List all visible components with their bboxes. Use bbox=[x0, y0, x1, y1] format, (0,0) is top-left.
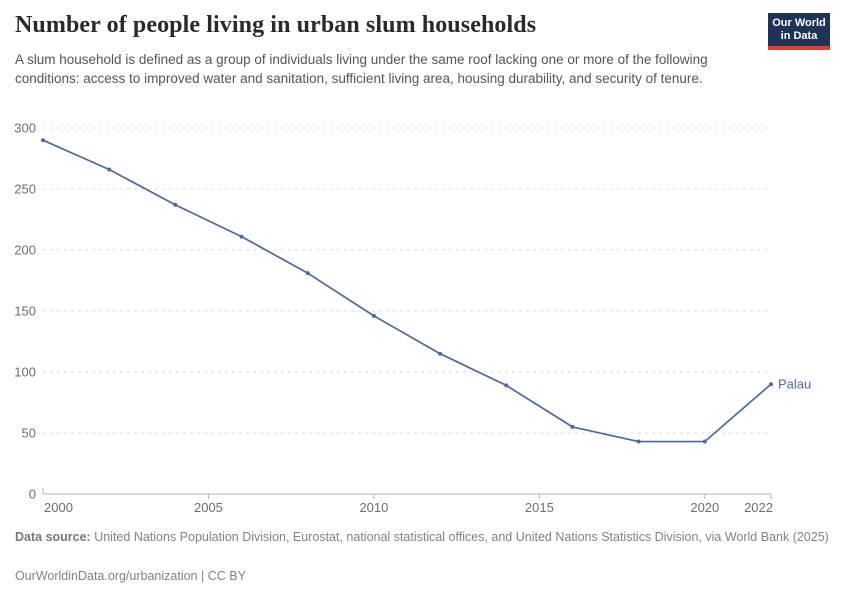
data-source-line: Data source: United Nations Population D… bbox=[15, 529, 837, 546]
x-axis-tick-label: 2022 bbox=[744, 500, 773, 515]
x-axis-tick-label: 2000 bbox=[44, 500, 73, 515]
line-chart: 0 50 100 150 200 250 300 2000 2005 2010 2015 2020 20… bbox=[14, 121, 811, 516]
data-point-marker bbox=[41, 138, 45, 143]
chart-subtitle: A slum household is defined as a group o… bbox=[15, 52, 708, 86]
data-point-marker bbox=[371, 313, 376, 318]
data-point-marker bbox=[769, 382, 773, 387]
data-source-text: United Nations Population Division, Euro… bbox=[90, 530, 829, 544]
data-point-marker bbox=[239, 234, 244, 239]
cc-by-link[interactable]: CC BY bbox=[207, 569, 246, 583]
data-point-marker bbox=[173, 202, 178, 207]
y-axis-tick-label: 100 bbox=[14, 365, 36, 380]
owid-logo-line1: Our World bbox=[772, 16, 826, 29]
data-point-marker bbox=[702, 439, 707, 444]
data-point-marker bbox=[305, 271, 310, 276]
data-point-marker bbox=[438, 351, 443, 356]
owid-logo-line2: in Data bbox=[780, 29, 818, 42]
x-axis-tick-label: 2005 bbox=[194, 500, 223, 515]
x-axis-tick-label: 2010 bbox=[359, 500, 388, 515]
data-point-marker bbox=[504, 383, 509, 388]
data-source-label: Data source: bbox=[15, 530, 91, 544]
y-axis-tick-label: 250 bbox=[14, 182, 36, 197]
data-point-marker bbox=[636, 439, 641, 444]
x-axis-tick-label: 2015 bbox=[525, 500, 554, 515]
license-line: OurWorldinData.org/urbanization | CC BY bbox=[15, 569, 246, 583]
page-title: Number of people living in urban slum ho… bbox=[15, 12, 537, 38]
owid-logo[interactable]: Our World in Data bbox=[768, 13, 830, 50]
y-axis-tick-label: 200 bbox=[14, 243, 36, 258]
data-point-marker bbox=[570, 424, 575, 429]
series-end-label: Palau bbox=[778, 377, 811, 392]
x-axis-tick-label: 2020 bbox=[690, 500, 719, 515]
y-axis-tick-label: 150 bbox=[14, 304, 36, 319]
owid-url-link[interactable]: OurWorldinData.org/urbanization bbox=[15, 569, 198, 583]
license-separator: | bbox=[197, 569, 208, 583]
y-axis-tick-label: 0 bbox=[29, 487, 36, 502]
y-axis-tick-label: 50 bbox=[22, 426, 36, 441]
y-axis-tick-label: 300 bbox=[14, 121, 36, 136]
series-line-palau bbox=[42, 139, 772, 443]
data-point-marker bbox=[107, 167, 112, 172]
